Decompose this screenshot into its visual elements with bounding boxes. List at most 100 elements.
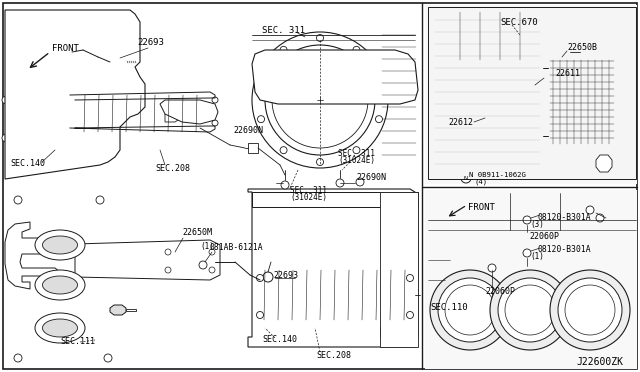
Text: N: N bbox=[464, 176, 468, 180]
Polygon shape bbox=[248, 189, 418, 347]
Polygon shape bbox=[5, 222, 70, 289]
Circle shape bbox=[104, 354, 112, 362]
Circle shape bbox=[252, 32, 388, 168]
Circle shape bbox=[438, 278, 502, 342]
Bar bbox=[248, 143, 258, 153]
Circle shape bbox=[165, 249, 171, 255]
Circle shape bbox=[209, 267, 215, 273]
Text: FRONT: FRONT bbox=[468, 202, 495, 212]
Circle shape bbox=[280, 147, 287, 154]
Circle shape bbox=[544, 74, 552, 82]
Text: SEC.140: SEC.140 bbox=[262, 336, 297, 344]
Circle shape bbox=[199, 261, 207, 269]
Circle shape bbox=[257, 311, 264, 318]
Text: SEC.670: SEC.670 bbox=[500, 17, 538, 26]
Text: 08120-B301A: 08120-B301A bbox=[538, 246, 591, 254]
Text: 22612: 22612 bbox=[448, 118, 473, 126]
Ellipse shape bbox=[35, 313, 85, 343]
Ellipse shape bbox=[35, 230, 85, 260]
Circle shape bbox=[376, 116, 383, 123]
Circle shape bbox=[14, 354, 22, 362]
Circle shape bbox=[257, 275, 264, 282]
Circle shape bbox=[257, 77, 264, 84]
Circle shape bbox=[209, 249, 215, 255]
Circle shape bbox=[376, 77, 383, 84]
Text: SEC.208: SEC.208 bbox=[155, 164, 190, 173]
Polygon shape bbox=[126, 309, 136, 311]
Text: 22060P: 22060P bbox=[529, 231, 559, 241]
Text: SEC. 311: SEC. 311 bbox=[290, 186, 327, 195]
Circle shape bbox=[523, 249, 531, 257]
Polygon shape bbox=[428, 7, 636, 179]
Circle shape bbox=[165, 267, 171, 273]
Polygon shape bbox=[430, 210, 468, 230]
Polygon shape bbox=[165, 114, 178, 122]
Text: 08120-B301A: 08120-B301A bbox=[538, 212, 591, 221]
Polygon shape bbox=[252, 50, 418, 104]
Circle shape bbox=[560, 47, 570, 57]
Text: 22693: 22693 bbox=[137, 38, 164, 46]
Ellipse shape bbox=[42, 319, 77, 337]
Circle shape bbox=[2, 96, 10, 104]
Circle shape bbox=[616, 97, 626, 107]
Circle shape bbox=[558, 278, 622, 342]
Circle shape bbox=[263, 272, 273, 282]
Polygon shape bbox=[596, 155, 612, 172]
Text: SEC.140: SEC.140 bbox=[10, 158, 45, 167]
Ellipse shape bbox=[42, 236, 77, 254]
Circle shape bbox=[14, 196, 22, 204]
Ellipse shape bbox=[35, 270, 85, 300]
Bar bbox=[548, 58, 616, 146]
Circle shape bbox=[596, 214, 604, 222]
Circle shape bbox=[272, 52, 368, 148]
Circle shape bbox=[212, 97, 218, 103]
Polygon shape bbox=[160, 100, 218, 124]
Text: 22693: 22693 bbox=[273, 270, 298, 279]
Circle shape bbox=[488, 264, 496, 272]
Text: FRONT: FRONT bbox=[52, 44, 79, 52]
Circle shape bbox=[280, 46, 287, 53]
Circle shape bbox=[565, 285, 615, 335]
Circle shape bbox=[2, 134, 10, 142]
Circle shape bbox=[490, 270, 570, 350]
Circle shape bbox=[21, 144, 29, 152]
Text: 22611: 22611 bbox=[555, 68, 580, 77]
Circle shape bbox=[392, 69, 404, 81]
Circle shape bbox=[353, 46, 360, 53]
Circle shape bbox=[265, 45, 375, 155]
Ellipse shape bbox=[42, 276, 77, 294]
Text: 081AB-6121A: 081AB-6121A bbox=[210, 243, 264, 251]
Text: SEC. 311: SEC. 311 bbox=[262, 26, 305, 35]
Circle shape bbox=[461, 173, 471, 183]
Circle shape bbox=[317, 35, 323, 42]
Circle shape bbox=[505, 285, 555, 335]
Circle shape bbox=[96, 196, 104, 204]
Circle shape bbox=[445, 285, 495, 335]
Polygon shape bbox=[75, 240, 220, 280]
Text: (4): (4) bbox=[475, 179, 488, 185]
Circle shape bbox=[317, 158, 323, 166]
Circle shape bbox=[586, 206, 594, 214]
Circle shape bbox=[257, 116, 264, 123]
Polygon shape bbox=[110, 305, 126, 315]
Circle shape bbox=[430, 270, 510, 350]
Text: (31024E): (31024E) bbox=[338, 155, 375, 164]
Polygon shape bbox=[380, 192, 418, 347]
Circle shape bbox=[14, 84, 22, 92]
Bar bbox=[425, 5, 637, 184]
Circle shape bbox=[77, 97, 83, 103]
Polygon shape bbox=[430, 192, 555, 360]
Text: SEC.110: SEC.110 bbox=[430, 304, 468, 312]
Circle shape bbox=[523, 216, 531, 224]
Circle shape bbox=[77, 120, 83, 126]
Circle shape bbox=[406, 275, 413, 282]
Text: 22690N: 22690N bbox=[356, 173, 386, 182]
Circle shape bbox=[72, 41, 84, 53]
Text: SEC.111: SEC.111 bbox=[60, 337, 95, 346]
Polygon shape bbox=[380, 312, 410, 337]
Circle shape bbox=[535, 136, 545, 146]
Text: (1): (1) bbox=[200, 243, 214, 251]
Text: 22650M: 22650M bbox=[182, 228, 212, 237]
Text: N 0B911-1062G: N 0B911-1062G bbox=[469, 172, 526, 178]
Circle shape bbox=[535, 58, 545, 68]
